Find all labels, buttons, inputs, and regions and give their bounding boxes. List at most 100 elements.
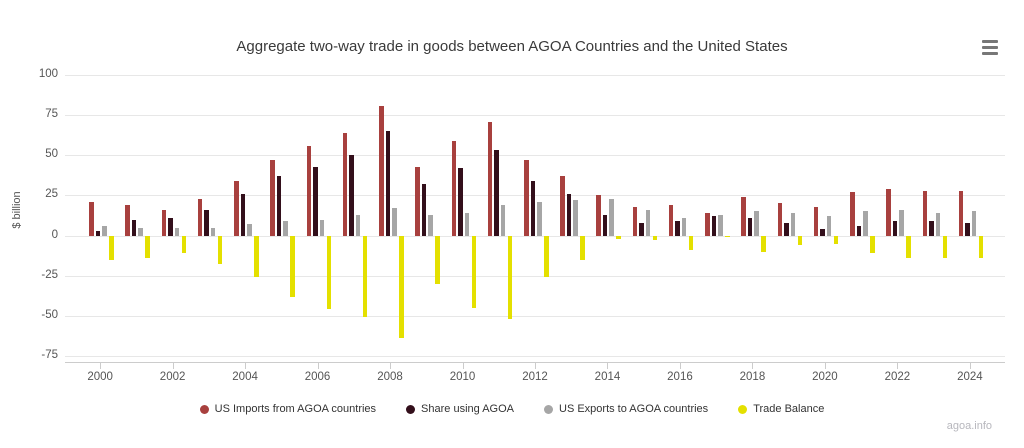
bar-share-using-agoa-2022[interactable] [892, 221, 898, 236]
bar-trade-balance-2005[interactable] [290, 235, 295, 297]
bar-us-exports-to-agoa-countries-2002[interactable] [174, 227, 180, 236]
bar-trade-balance-2011[interactable] [507, 235, 513, 320]
bar-us-imports-from-agoa-countries-2020[interactable] [813, 206, 819, 236]
bar-us-exports-to-agoa-countries-2007[interactable] [355, 214, 361, 236]
bar-share-using-agoa-2010[interactable] [458, 168, 463, 236]
bar-trade-balance-2023[interactable] [942, 235, 948, 259]
bar-share-using-agoa-2021[interactable] [856, 225, 862, 236]
bar-share-using-agoa-2024[interactable] [965, 222, 970, 236]
bar-share-using-agoa-2023[interactable] [929, 221, 934, 236]
bar-us-exports-to-agoa-countries-2013[interactable] [573, 200, 578, 236]
bar-us-imports-from-agoa-countries-2012[interactable] [524, 160, 529, 236]
bar-us-exports-to-agoa-countries-2022[interactable] [899, 209, 904, 236]
bar-us-imports-from-agoa-countries-2002[interactable] [161, 209, 167, 236]
bar-us-exports-to-agoa-countries-2020[interactable] [826, 216, 832, 236]
bar-trade-balance-2017[interactable] [725, 235, 730, 238]
bar-us-imports-from-agoa-countries-2008[interactable] [379, 105, 384, 236]
bar-share-using-agoa-2004[interactable] [240, 193, 246, 236]
bar-share-using-agoa-2007[interactable] [349, 155, 354, 236]
legend-item-trade-balance[interactable]: Trade Balance [738, 403, 824, 415]
bar-us-exports-to-agoa-countries-2010[interactable] [464, 213, 470, 236]
bar-share-using-agoa-2016[interactable] [675, 221, 680, 236]
bar-us-imports-from-agoa-countries-2007[interactable] [342, 132, 348, 236]
bar-trade-balance-2022[interactable] [906, 235, 911, 259]
bar-us-exports-to-agoa-countries-2005[interactable] [283, 221, 288, 236]
bar-us-imports-from-agoa-countries-2024[interactable] [958, 190, 964, 236]
bar-trade-balance-2009[interactable] [435, 235, 440, 284]
bar-us-exports-to-agoa-countries-2001[interactable] [138, 227, 143, 236]
bar-us-imports-from-agoa-countries-2023[interactable] [922, 190, 928, 236]
bar-share-using-agoa-2006[interactable] [313, 166, 318, 236]
bar-us-imports-from-agoa-countries-2009[interactable] [415, 166, 420, 236]
bar-us-exports-to-agoa-countries-2016[interactable] [681, 217, 687, 236]
bar-us-exports-to-agoa-countries-2004[interactable] [247, 224, 252, 236]
bar-share-using-agoa-2014[interactable] [602, 214, 608, 236]
bar-us-exports-to-agoa-countries-2000[interactable] [102, 225, 107, 236]
bar-trade-balance-2021[interactable] [870, 235, 875, 254]
bar-share-using-agoa-2001[interactable] [131, 219, 137, 236]
bar-share-using-agoa-2005[interactable] [276, 176, 282, 236]
bar-us-imports-from-agoa-countries-2010[interactable] [451, 140, 457, 236]
bar-us-imports-from-agoa-countries-2022[interactable] [886, 189, 891, 236]
bar-trade-balance-2013[interactable] [580, 235, 585, 260]
bar-us-imports-from-agoa-countries-2004[interactable] [234, 180, 239, 236]
bar-trade-balance-2012[interactable] [544, 235, 549, 278]
bar-us-imports-from-agoa-countries-2014[interactable] [596, 195, 601, 236]
bar-share-using-agoa-2019[interactable] [784, 222, 789, 236]
bar-us-exports-to-agoa-countries-2021[interactable] [863, 211, 868, 236]
bar-trade-balance-2003[interactable] [217, 235, 223, 265]
bar-trade-balance-2024[interactable] [978, 235, 984, 259]
bar-share-using-agoa-2013[interactable] [566, 193, 572, 236]
bar-share-using-agoa-2012[interactable] [530, 180, 535, 236]
bar-us-imports-from-agoa-countries-2016[interactable] [668, 205, 674, 236]
bar-share-using-agoa-2009[interactable] [421, 184, 427, 236]
legend-item-us-exports-to-agoa-countries[interactable]: US Exports to AGOA countries [544, 403, 708, 415]
bar-us-imports-from-agoa-countries-2003[interactable] [197, 198, 203, 236]
bar-trade-balance-2007[interactable] [362, 235, 368, 318]
bar-trade-balance-2001[interactable] [145, 235, 150, 259]
bar-share-using-agoa-2020[interactable] [820, 229, 825, 236]
bar-us-exports-to-agoa-countries-2011[interactable] [500, 205, 506, 236]
bar-us-imports-from-agoa-countries-2001[interactable] [125, 205, 130, 236]
bar-trade-balance-2004[interactable] [254, 235, 259, 278]
bar-us-imports-from-agoa-countries-2013[interactable] [560, 176, 565, 236]
bar-us-imports-from-agoa-countries-2021[interactable] [850, 192, 855, 236]
bar-trade-balance-2000[interactable] [109, 235, 114, 260]
bar-us-imports-from-agoa-countries-2006[interactable] [306, 145, 312, 236]
bar-trade-balance-2006[interactable] [326, 235, 332, 310]
bar-us-exports-to-agoa-countries-2006[interactable] [319, 219, 325, 236]
bar-us-exports-to-agoa-countries-2017[interactable] [718, 214, 723, 236]
bar-us-imports-from-agoa-countries-2017[interactable] [705, 213, 710, 236]
bar-us-exports-to-agoa-countries-2019[interactable] [790, 213, 796, 236]
bar-us-exports-to-agoa-countries-2015[interactable] [645, 209, 651, 236]
bar-us-exports-to-agoa-countries-2024[interactable] [971, 211, 977, 236]
legend-item-us-imports-from-agoa-countries[interactable]: US Imports from AGOA countries [199, 403, 376, 415]
bar-us-exports-to-agoa-countries-2009[interactable] [428, 214, 433, 236]
bar-share-using-agoa-2003[interactable] [204, 209, 209, 236]
bar-us-imports-from-agoa-countries-2011[interactable] [487, 121, 493, 236]
legend-item-share-using-agoa[interactable]: Share using AGOA [406, 403, 514, 415]
bar-trade-balance-2016[interactable] [688, 235, 694, 250]
bar-us-imports-from-agoa-countries-2015[interactable] [632, 206, 638, 236]
bar-us-imports-from-agoa-countries-2018[interactable] [741, 197, 746, 236]
bar-share-using-agoa-2015[interactable] [639, 222, 644, 236]
bar-share-using-agoa-2008[interactable] [385, 131, 391, 236]
bar-us-exports-to-agoa-countries-2008[interactable] [392, 208, 397, 236]
bar-share-using-agoa-2011[interactable] [494, 150, 499, 236]
bar-share-using-agoa-2017[interactable] [711, 216, 717, 236]
bar-share-using-agoa-2018[interactable] [747, 217, 753, 236]
bar-trade-balance-2019[interactable] [797, 235, 803, 246]
bar-us-exports-to-agoa-countries-2018[interactable] [754, 211, 759, 236]
chart-context-menu-button[interactable] [982, 40, 1000, 55]
bar-trade-balance-2014[interactable] [616, 235, 621, 239]
bar-us-exports-to-agoa-countries-2023[interactable] [935, 213, 941, 236]
bar-us-exports-to-agoa-countries-2014[interactable] [609, 198, 614, 236]
bar-trade-balance-2015[interactable] [652, 235, 658, 241]
bar-trade-balance-2008[interactable] [399, 235, 404, 339]
bar-us-imports-from-agoa-countries-2000[interactable] [89, 201, 94, 236]
bar-us-exports-to-agoa-countries-2003[interactable] [210, 227, 216, 236]
bar-share-using-agoa-2002[interactable] [168, 217, 173, 236]
bar-us-imports-from-agoa-countries-2019[interactable] [777, 203, 783, 236]
bar-trade-balance-2002[interactable] [181, 235, 187, 254]
bar-share-using-agoa-2000[interactable] [95, 230, 101, 236]
